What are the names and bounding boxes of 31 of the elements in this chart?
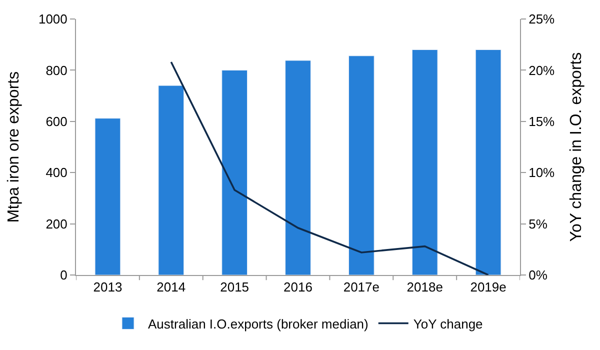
bar bbox=[158, 85, 184, 275]
y-tick-label: 600 bbox=[46, 114, 68, 129]
y2-tick-label: 15% bbox=[528, 114, 556, 129]
x-tick-label: 2018e bbox=[406, 280, 443, 295]
y2-tick-label: 5% bbox=[528, 216, 548, 232]
y-tick-label: 1000 bbox=[38, 12, 68, 27]
x-tick-label: 2013 bbox=[93, 280, 122, 295]
y2-tick-label: 0% bbox=[528, 268, 548, 283]
bar bbox=[348, 56, 374, 275]
y-tick-label: 400 bbox=[46, 165, 68, 180]
legend-label: Australian I.O.exports (broker median) bbox=[148, 316, 368, 332]
x-tick-label: 2017e bbox=[343, 280, 380, 295]
y2-axis-title: YoY change in I.O. exports bbox=[568, 52, 585, 242]
line-series bbox=[170, 61, 490, 275]
y-axis-title: Mtpa iron ore exports bbox=[5, 71, 22, 223]
y-tick-label: 800 bbox=[46, 62, 68, 78]
x-tick-label: 2016 bbox=[284, 280, 312, 295]
legend-label: YoY change bbox=[413, 316, 483, 332]
y2-tick-label: 10% bbox=[528, 165, 556, 180]
x-tick-label: 2019e bbox=[470, 280, 506, 295]
bar bbox=[222, 70, 248, 275]
x-tick-label: 2014 bbox=[156, 280, 186, 295]
x-tick-label: 2015 bbox=[220, 280, 250, 295]
bar bbox=[94, 118, 121, 275]
y-tick-label: 200 bbox=[46, 216, 68, 232]
bar bbox=[475, 49, 502, 275]
bar bbox=[285, 60, 311, 275]
y2-tick-label: 25% bbox=[528, 12, 556, 27]
y-tick-label: 0 bbox=[60, 268, 68, 283]
bar bbox=[412, 49, 438, 275]
y2-tick-label: 20% bbox=[528, 62, 556, 78]
